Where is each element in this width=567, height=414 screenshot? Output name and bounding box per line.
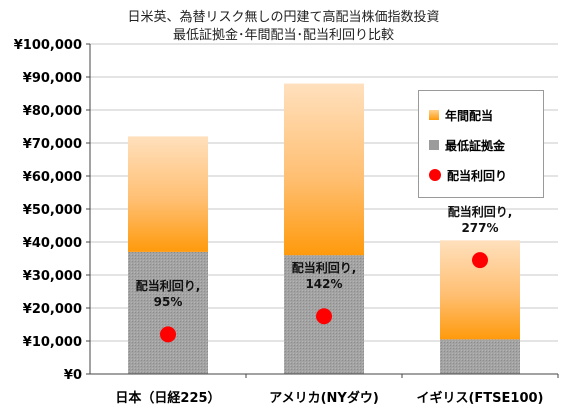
y-tick-label: ¥10,000 <box>23 335 82 350</box>
legend-label-annual-dividend: 年間配当 <box>445 108 494 123</box>
y-tick-label: ¥20,000 <box>23 302 82 317</box>
dividend-yield-marker <box>472 252 488 269</box>
bar-annual-dividend <box>128 136 208 252</box>
dividend-yield-label-text: 配当利回り, <box>135 279 201 294</box>
legend-item-minimum-margin: 最低証拠金 <box>429 135 505 155</box>
legend-marker-dividend-yield <box>429 169 441 181</box>
dividend-yield-label-text: 配当利回り, <box>291 261 357 276</box>
dividend-yield-label: 配当利回り, 142% <box>254 260 394 292</box>
dividend-yield-marker <box>316 308 332 325</box>
legend: 年間配当 最低証拠金 配当利回り <box>418 90 544 198</box>
y-tick-label: ¥80,000 <box>23 104 82 119</box>
dividend-yield-marker <box>160 326 176 343</box>
y-tick-label: ¥60,000 <box>23 170 82 185</box>
dividend-yield-label-value: 277% <box>461 221 499 236</box>
y-tick-label: ¥0 <box>64 368 82 383</box>
y-tick-label: ¥100,000 <box>14 38 82 53</box>
x-tick-label: 日本（日経225） <box>115 390 220 406</box>
dividend-yield-label-value: 142% <box>305 277 343 292</box>
bar-minimum-margin <box>440 339 520 374</box>
x-tick-label: イギリス(FTSE100) <box>416 390 543 406</box>
legend-swatch-annual-dividend <box>429 110 439 120</box>
y-tick-label: ¥70,000 <box>23 137 82 152</box>
dividend-yield-label: 配当利回り, 277% <box>410 204 550 236</box>
dividend-yield-label-value: 95% <box>153 295 183 310</box>
chart-title: 日米英、為替リスク無しの円建て高配当株価指数投資 <box>127 10 440 25</box>
legend-swatch-minimum-margin <box>429 140 439 150</box>
y-tick-label: ¥90,000 <box>23 71 82 86</box>
bar-annual-dividend <box>284 83 364 256</box>
legend-label-dividend-yield: 配当利回り <box>447 168 508 183</box>
bar-minimum-margin <box>128 251 208 374</box>
x-tick-label: アメリカ(NYダウ) <box>269 390 379 406</box>
dividend-yield-label-text: 配当利回り, <box>447 205 513 220</box>
y-tick-label: ¥40,000 <box>23 236 82 251</box>
y-tick-label: ¥50,000 <box>23 203 82 218</box>
legend-label-minimum-margin: 最低証拠金 <box>445 138 506 153</box>
legend-item-annual-dividend: 年間配当 <box>429 105 493 125</box>
chart-subtitle: 最低証拠金･年間配当･配当利回り比較 <box>172 28 394 43</box>
dividend-yield-label: 配当利回り, 95% <box>98 278 238 310</box>
y-tick-label: ¥30,000 <box>23 269 82 284</box>
legend-item-dividend-yield: 配当利回り <box>429 165 507 185</box>
